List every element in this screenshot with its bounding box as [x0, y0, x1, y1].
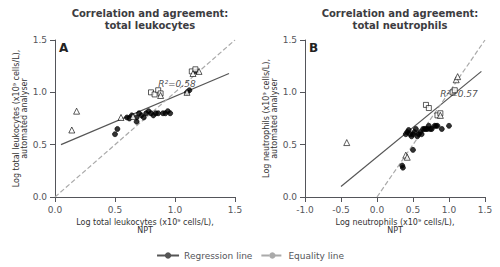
svg-text:1.0: 1.0: [168, 205, 183, 215]
svg-text:0.0: 0.0: [48, 205, 63, 215]
svg-text:R²=0.57: R²=0.57: [440, 89, 478, 99]
svg-text:0.5: 0.5: [406, 205, 420, 215]
svg-text:1.5: 1.5: [33, 35, 47, 45]
svg-text:0.5: 0.5: [33, 140, 47, 150]
svg-text:A: A: [59, 41, 69, 55]
svg-text:1.0: 1.0: [33, 87, 48, 97]
svg-text:1.5: 1.5: [228, 205, 242, 215]
svg-text:Log total leukocytes (x10⁹ cel: Log total leukocytes (x10⁹ cells/L),: [76, 218, 214, 228]
svg-text:1.5: 1.5: [283, 35, 297, 45]
svg-text:automated analyser: automated analyser: [270, 77, 279, 158]
svg-text:1.0: 1.0: [283, 87, 298, 97]
svg-text:total leukocytes: total leukocytes: [105, 20, 196, 31]
svg-text:NPT: NPT: [387, 226, 403, 235]
svg-text:Equality line: Equality line: [288, 251, 344, 261]
svg-text:0.0: 0.0: [283, 192, 298, 202]
svg-text:R²=0.58: R²=0.58: [158, 79, 196, 89]
svg-text:-1.0: -1.0: [296, 205, 314, 215]
svg-text:1.5: 1.5: [478, 205, 492, 215]
svg-text:B: B: [309, 41, 318, 55]
svg-text:Log total leukocytes (x10⁹ cel: Log total leukocytes (x10⁹ cells/L),: [12, 49, 22, 188]
svg-text:Regression line: Regression line: [184, 251, 253, 261]
svg-text:-0.5: -0.5: [332, 205, 350, 215]
svg-text:Correlation and agreement:: Correlation and agreement:: [72, 8, 229, 19]
svg-text:0.5: 0.5: [108, 205, 122, 215]
svg-text:automated analyser: automated analyser: [20, 77, 29, 158]
svg-text:Log neutrophils (x10⁹ cells/L): Log neutrophils (x10⁹ cells/L),: [335, 218, 455, 228]
svg-text:0.0: 0.0: [370, 205, 385, 215]
svg-text:total neutrophils: total neutrophils: [353, 20, 448, 31]
svg-text:0.0: 0.0: [33, 192, 48, 202]
svg-text:NPT: NPT: [137, 226, 153, 235]
svg-text:1.0: 1.0: [442, 205, 457, 215]
svg-text:Correlation and agreement:: Correlation and agreement:: [322, 8, 479, 19]
svg-text:0.5: 0.5: [283, 140, 297, 150]
svg-text:Log neutrophils (x10⁹ cells/L): Log neutrophils (x10⁹ cells/L),: [262, 59, 272, 178]
